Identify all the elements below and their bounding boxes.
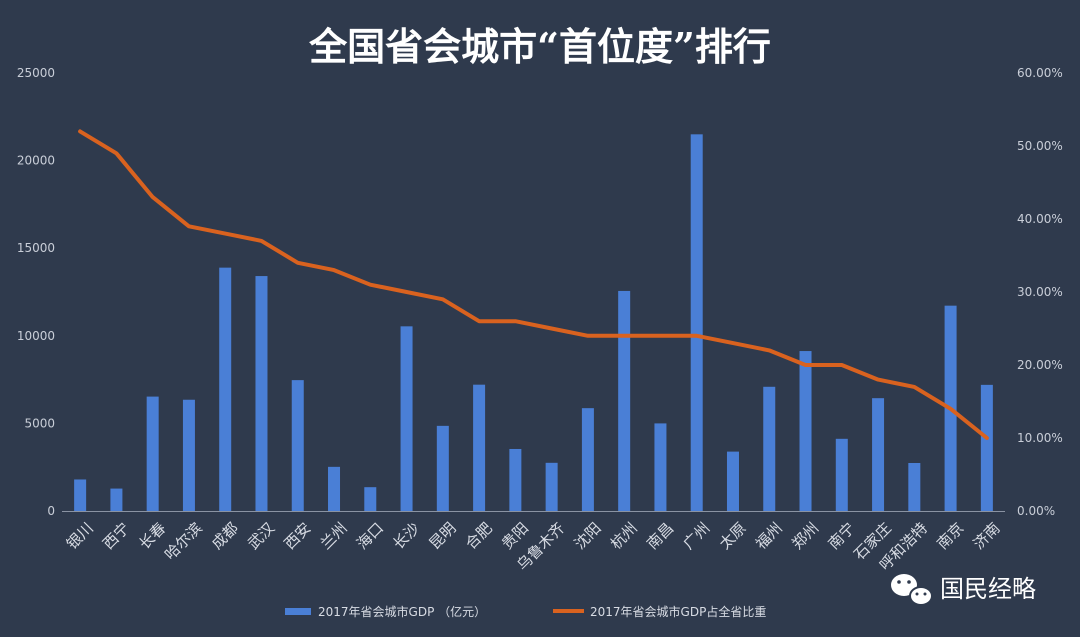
x-tick-label: 杭州 [607, 519, 641, 553]
wechat-icon [891, 574, 933, 606]
gdp-bar [328, 466, 341, 511]
y-axis-right: 0.00% 10.00% 20.00% 30.00% 40.00% 50.00% 60.00… [1017, 66, 1063, 518]
gdp-bar [618, 290, 631, 511]
share-line [78, 129, 989, 440]
x-tick-label: 武汉 [244, 519, 278, 553]
gdp-bar [364, 487, 377, 511]
gdp-bar [219, 267, 232, 511]
legend-swatch-gdp [285, 608, 311, 615]
legend-label-share: 2017年省会城市GDP占全省比重 [590, 604, 766, 619]
gdp-bar [473, 384, 486, 511]
y-right-tick-label: 30.00% [1017, 285, 1063, 299]
gdp-bar [182, 399, 195, 511]
x-tick-label: 昆明 [426, 519, 460, 553]
y-right-tick-label: 10.00% [1017, 431, 1063, 445]
x-tick-label: 太原 [716, 519, 750, 553]
x-tick-label: 合肥 [462, 519, 496, 553]
gdp-bar [146, 396, 159, 511]
y-left-tick-label: 0 [47, 504, 55, 518]
x-tick-label: 南昌 [643, 519, 677, 553]
x-tick-label: 银川 [63, 519, 97, 553]
x-tick-label: 福州 [752, 519, 786, 553]
gdp-bar [835, 438, 848, 511]
legend-label-gdp: 2017年省会城市GDP （亿元） [318, 604, 486, 619]
y-left-tick-label: 20000 [17, 154, 55, 168]
y-right-tick-label: 20.00% [1017, 358, 1063, 372]
gdp-bar [763, 386, 776, 511]
x-tick-label: 西宁 [99, 519, 133, 553]
chart-title: 全国省会城市“首位度”排行 [308, 24, 771, 69]
gdp-bar [545, 462, 558, 511]
y-left-tick-label: 15000 [17, 241, 55, 255]
gdp-bar [726, 451, 739, 511]
legend: 2017年省会城市GDP （亿元） 2017年省会城市GDP占全省比重 [285, 604, 766, 619]
line-series [78, 129, 989, 440]
y-right-tick-label: 0.00% [1017, 504, 1055, 518]
bar-series [74, 134, 993, 511]
x-tick-label: 郑州 [788, 519, 822, 553]
gdp-bar [799, 351, 812, 511]
y-left-tick-label: 10000 [17, 329, 55, 343]
x-tick-label: 济南 [970, 519, 1004, 553]
gdp-bar [509, 448, 522, 511]
y-left-tick-label: 5000 [24, 416, 55, 430]
gdp-bar [436, 425, 449, 511]
x-tick-label: 成都 [208, 519, 242, 553]
gdp-bar [872, 398, 885, 511]
gdp-bar [110, 488, 123, 511]
x-tick-label: 兰州 [317, 519, 351, 553]
x-tick-label: 西安 [281, 519, 315, 553]
x-tick-label: 哈尔滨 [161, 519, 206, 564]
gdp-bar [74, 479, 87, 511]
x-tick-label: 沈阳 [571, 519, 605, 553]
watermark: 国民经略 [891, 574, 1036, 606]
y-axis-left: 0 5000 10000 15000 20000 25000 [17, 66, 55, 518]
x-axis: 银川 西宁 长春哈尔滨 成都 武汉 西安 兰州 海口 长沙 昆明 合肥 贵阳乌鲁木齐 沈阳 杭州 南昌 广州太… [62, 511, 1005, 574]
gdp-bar [980, 384, 993, 511]
watermark-text: 国民经略 [940, 575, 1036, 603]
x-tick-label: 广州 [680, 519, 714, 553]
gdp-bar [255, 276, 268, 511]
y-right-tick-label: 40.00% [1017, 212, 1063, 226]
x-tick-label: 长沙 [389, 519, 423, 553]
gdp-bar [291, 380, 304, 511]
y-left-tick-label: 25000 [17, 66, 55, 80]
gdp-bar [581, 408, 594, 511]
gdp-bar [690, 134, 703, 511]
y-right-tick-label: 60.00% [1017, 66, 1063, 80]
gdp-bar [400, 326, 413, 511]
y-right-tick-label: 50.00% [1017, 139, 1063, 153]
x-tick-label: 南京 [933, 519, 967, 553]
gdp-bar [908, 462, 921, 511]
gdp-bar [654, 423, 667, 511]
x-tick-label: 海口 [353, 519, 387, 553]
